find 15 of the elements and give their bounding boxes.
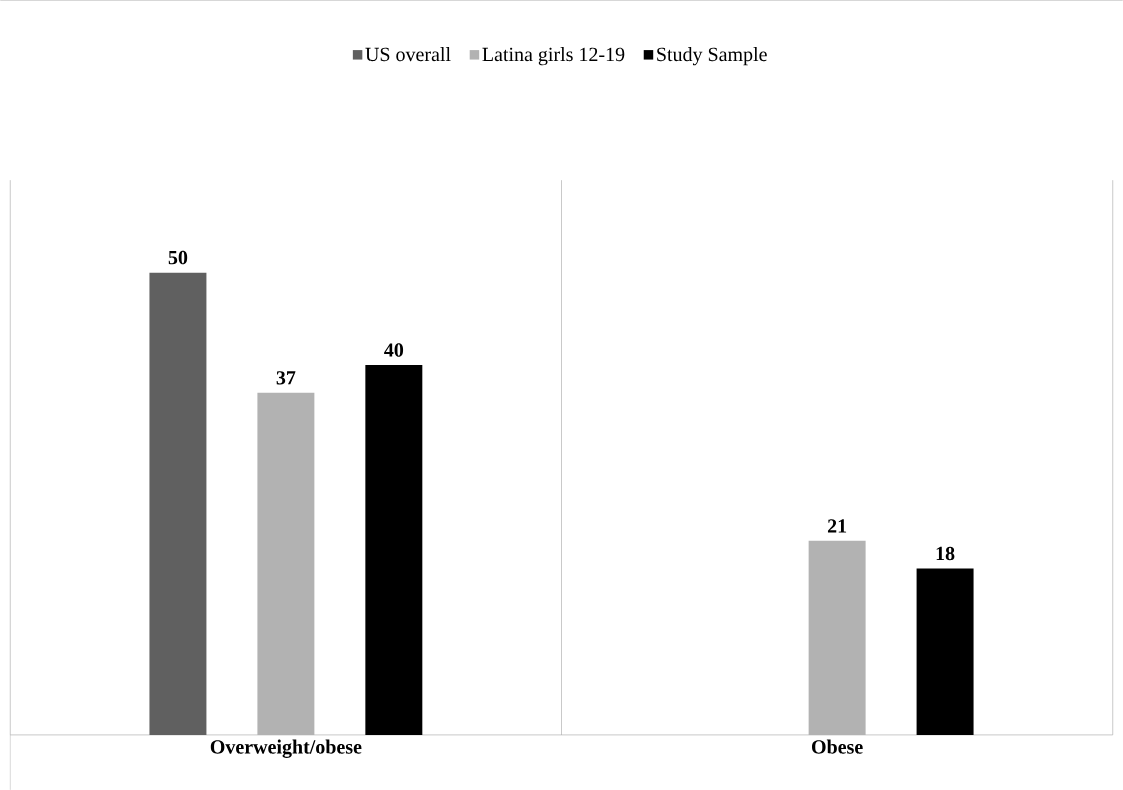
data-label: 18 [936,546,955,561]
data-label: 40 [384,343,404,357]
legend-label: US overall [365,47,451,62]
bar [257,392,315,735]
bar [149,272,207,735]
x-tick-label: Overweight/obese [210,739,362,758]
x-tick-label: Obese [812,739,863,754]
legend-label: Study Sample [657,47,767,66]
data-label: 37 [276,371,296,385]
bar [365,365,423,735]
legend-label: Latina girls 12-19 [482,47,625,66]
bar [916,568,974,735]
data-label: 50 [168,250,188,265]
data-label: 21 [827,519,847,533]
bar [808,540,866,735]
